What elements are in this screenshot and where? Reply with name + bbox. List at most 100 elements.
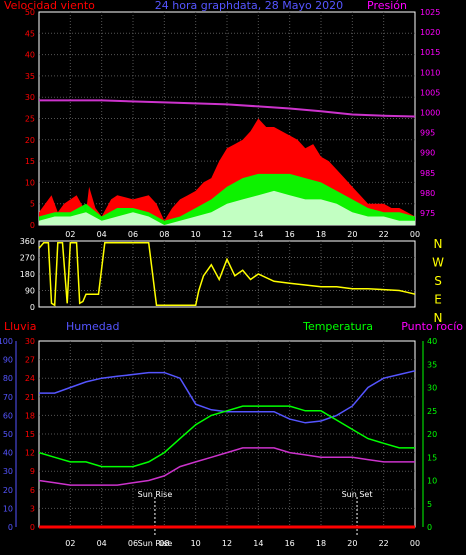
- cardinal-label: N: [434, 311, 443, 325]
- pressure-tick-label: 995: [420, 129, 435, 138]
- rain-tick-label: 24: [25, 374, 35, 383]
- panel1-x-tick-label: 06: [128, 230, 138, 239]
- sunrise-axis-label: Sun Rise: [138, 539, 173, 548]
- wind-tick-label: 30: [25, 93, 35, 102]
- pressure-tick-label: 1025: [420, 8, 440, 17]
- panel1-x-tick-label: 00: [410, 230, 420, 239]
- rain-tick-label: 9: [30, 467, 35, 476]
- wind-tick-label: 50: [25, 8, 35, 17]
- sun-marker-label: Sun Set: [342, 490, 373, 499]
- temperature-tick-label: 30: [427, 384, 437, 393]
- panel1-x-tick-label: 02: [65, 230, 75, 239]
- temperature-tick-label: 15: [427, 453, 437, 462]
- panel1-x-tick-label: 22: [379, 230, 389, 239]
- rain-tick-label: 15: [25, 430, 35, 439]
- rain-tick-label: 12: [25, 449, 35, 458]
- wind-speed-label: Velocidad viento: [4, 0, 95, 12]
- direction-tick-label: 360: [20, 237, 35, 246]
- temperature-tick-label: 35: [427, 360, 437, 369]
- humidity-label: Humedad: [66, 320, 119, 333]
- direction-tick-label: 270: [20, 254, 35, 263]
- humidity-tick-label: 40: [3, 449, 13, 458]
- panel1-x-tick-label: 14: [253, 230, 263, 239]
- humidity-tick-label: 50: [3, 430, 13, 439]
- cardinal-label: E: [434, 293, 442, 307]
- panel1-x-tick-label: 18: [316, 230, 326, 239]
- pressure-tick-label: 990: [420, 149, 435, 158]
- series-pressure-line: [39, 99, 416, 118]
- humidity-tick-label: 10: [3, 504, 13, 513]
- series-humidity-line: [39, 370, 416, 424]
- pressure-tick-label: 1005: [420, 88, 440, 97]
- series-direction-line: [38, 242, 416, 307]
- dewpoint-label: Punto rocío: [401, 320, 463, 333]
- pressure-tick-label: 980: [420, 189, 435, 198]
- humidity-tick-label: 20: [3, 486, 13, 495]
- direction-tick-label: 90: [25, 287, 35, 296]
- panel3-x-tick-label: 08: [159, 539, 169, 548]
- pressure-tick-label: 975: [420, 209, 435, 218]
- panel3-x-tick-label: 14: [253, 539, 263, 548]
- humidity-tick-label: 70: [3, 393, 13, 402]
- panel3-x-tick-label: 00: [410, 539, 420, 548]
- panel3-x-tick-label: 12: [222, 539, 232, 548]
- rain-tick-label: 6: [30, 486, 35, 495]
- humidity-tick-label: 0: [8, 523, 13, 532]
- wind-tick-label: 45: [25, 29, 35, 38]
- pressure-label: Presión: [367, 0, 407, 12]
- panel1-x-tick-label: 08: [159, 230, 169, 239]
- rain-tick-label: 30: [25, 337, 35, 346]
- panel3-x-tick-label: 20: [347, 539, 357, 548]
- wind-tick-label: 15: [25, 157, 35, 166]
- wind-tick-label: 40: [25, 51, 35, 60]
- series-dewpoint-line: [38, 447, 415, 486]
- panel1-x-tick-label: 20: [347, 230, 357, 239]
- cardinal-label: W: [432, 256, 444, 270]
- temperature-tick-label: 5: [427, 500, 432, 509]
- panel3-x-tick-label: 10: [191, 539, 201, 548]
- pressure-tick-label: 1020: [420, 28, 440, 37]
- panel1-x-tick-label: 10: [191, 230, 201, 239]
- panel1-x-tick-label: 04: [97, 230, 107, 239]
- pressure-tick-label: 1000: [420, 108, 440, 117]
- temperature-tick-label: 0: [427, 523, 432, 532]
- panel3-x-tick-label: 16: [285, 539, 295, 548]
- rain-tick-label: 18: [25, 411, 35, 420]
- panel1-x-tick-label: 12: [222, 230, 232, 239]
- temperature-label: Temperatura: [302, 320, 373, 333]
- cardinal-label: N: [434, 237, 443, 251]
- temperature-tick-label: 10: [427, 477, 437, 486]
- temperature-tick-label: 25: [427, 407, 437, 416]
- panel3-x-tick-label: 02: [65, 539, 75, 548]
- wind-tick-label: 25: [25, 115, 35, 124]
- humidity-tick-label: 100: [0, 337, 13, 346]
- wind-tick-label: 35: [25, 72, 35, 81]
- sun-marker-label: Sun Rise: [138, 490, 173, 499]
- temperature-tick-label: 40: [427, 337, 437, 346]
- pressure-tick-label: 985: [420, 169, 435, 178]
- rain-tick-label: 21: [25, 393, 35, 402]
- pressure-tick-label: 1015: [420, 48, 440, 57]
- panel3-x-tick-label: 06: [128, 539, 138, 548]
- humidity-tick-label: 30: [3, 467, 13, 476]
- direction-tick-label: 180: [20, 270, 35, 279]
- wind-tick-label: 20: [25, 136, 35, 145]
- series-wind-area: [39, 190, 415, 225]
- rain-tick-label: 3: [30, 504, 35, 513]
- series-temperature-line: [38, 405, 415, 468]
- direction-tick-label: 0: [30, 303, 35, 312]
- chart-title: 24 hora graphdata, 28 Mayo 2020: [155, 0, 343, 12]
- panel3-x-tick-label: 18: [316, 539, 326, 548]
- rain-label: Lluvia: [4, 320, 36, 333]
- humidity-tick-label: 60: [3, 411, 13, 420]
- panel1-x-tick-label: 16: [285, 230, 295, 239]
- rain-tick-label: 27: [25, 356, 35, 365]
- panel3-x-tick-label: 04: [97, 539, 107, 548]
- wind-tick-label: 5: [30, 200, 35, 209]
- humidity-tick-label: 80: [3, 374, 13, 383]
- rain-tick-label: 0: [30, 523, 35, 532]
- wind-tick-label: 10: [25, 178, 35, 187]
- cardinal-label: S: [434, 274, 442, 288]
- humidity-tick-label: 90: [3, 356, 13, 365]
